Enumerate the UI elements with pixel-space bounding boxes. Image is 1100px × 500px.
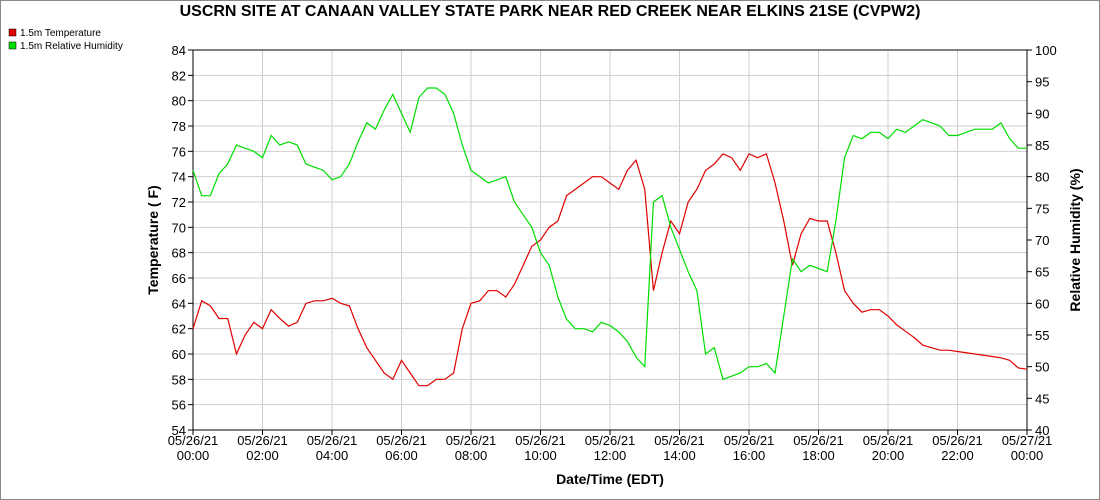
x-tick-label: 05/26/21 00:00	[168, 433, 219, 463]
chart-title: USCRN SITE AT CANAAN VALLEY STATE PARK N…	[180, 3, 921, 20]
x-tick-label-line: 05/26/21	[168, 433, 219, 448]
y2-tick-label: 70	[1035, 233, 1049, 248]
y-tick-label: 80	[172, 94, 186, 109]
x-tick-label: 05/26/21 22:00	[932, 433, 983, 463]
x-tick-label: 05/26/21 20:00	[863, 433, 914, 463]
y-tick-label: 54	[172, 423, 186, 438]
y-tick-label: 58	[172, 372, 186, 387]
x-tick-label-line: 05/26/21	[307, 433, 358, 448]
y-tick-label: 60	[172, 347, 186, 362]
x-tick-label-line: 00:00	[1011, 448, 1044, 463]
x-tick-label-line: 05/27/21	[1002, 433, 1053, 448]
x-tick-label-line: 00:00	[177, 448, 210, 463]
x-tick-label: 05/26/21 08:00	[446, 433, 497, 463]
y-tick-label: 62	[172, 322, 186, 337]
x-tick-label-line: 05/26/21	[932, 433, 983, 448]
x-tick-label-line: 05/26/21	[654, 433, 705, 448]
legend-label: 1.5m Temperature	[20, 28, 101, 39]
y-tick-label: 56	[172, 398, 186, 413]
y2-tick-label: 85	[1035, 138, 1049, 153]
x-tick-label: 05/26/21 06:00	[376, 433, 427, 463]
x-tick-label-line: 05/26/21	[863, 433, 914, 448]
x-tick-label: 05/26/21 16:00	[724, 433, 775, 463]
y-tick-label: 82	[172, 68, 186, 83]
y2-tick-label: 45	[1035, 391, 1049, 406]
y-tick-label: 78	[172, 119, 186, 134]
y2-tick-label: 95	[1035, 75, 1049, 90]
y2-tick-label: 40	[1035, 423, 1049, 438]
series-line	[192, 87, 1027, 381]
legend-label: 1.5m Relative Humidity	[20, 41, 123, 52]
x-tick-label-line: 16:00	[733, 448, 766, 463]
y-tick-label: 76	[172, 144, 186, 159]
x-tick-label: 05/26/21 12:00	[585, 433, 636, 463]
x-tick-label-line: 18:00	[802, 448, 835, 463]
x-tick-label-line: 02:00	[246, 448, 279, 463]
x-tick-label-line: 04:00	[316, 448, 349, 463]
x-tick-label-line: 05/26/21	[515, 433, 566, 448]
x-tick-label-line: 05/26/21	[237, 433, 288, 448]
x-tick-label: 05/26/21 02:00	[237, 433, 288, 463]
x-tick-label-line: 05/26/21	[446, 433, 497, 448]
y2-tick-label: 50	[1035, 360, 1049, 375]
x-tick-label: 05/26/21 04:00	[307, 433, 358, 463]
y-tick-label: 84	[172, 43, 186, 58]
x-tick-label: 05/26/21 18:00	[793, 433, 844, 463]
x-tick-label-line: 05/26/21	[724, 433, 775, 448]
x-tick-label-line: 20:00	[872, 448, 905, 463]
y-tick-label: 74	[172, 170, 186, 185]
y2-tick-label: 55	[1035, 328, 1049, 343]
legend-swatch	[8, 41, 17, 50]
y2-axis-title: Relative Humidity (%)	[1067, 168, 1083, 311]
x-tick-label-line: 14:00	[663, 448, 696, 463]
x-axis-title: Date/Time (EDT)	[556, 471, 664, 487]
x-tick-label-line: 05/26/21	[376, 433, 427, 448]
y2-tick-label: 65	[1035, 265, 1049, 280]
legend-swatch	[8, 28, 17, 37]
x-tick-label-line: 05/26/21	[793, 433, 844, 448]
plot-area	[192, 49, 1028, 431]
x-tick-label-line: 08:00	[455, 448, 488, 463]
x-tick-label-line: 06:00	[385, 448, 418, 463]
y-axis-title: Temperature ( F)	[145, 185, 161, 294]
y2-tick-label: 100	[1035, 43, 1057, 58]
x-tick-label: 05/27/21 00:00	[1002, 433, 1053, 463]
series-line	[192, 153, 1028, 387]
y-tick-label: 72	[172, 195, 186, 210]
y2-tick-label: 80	[1035, 170, 1049, 185]
y-tick-label: 70	[172, 220, 186, 235]
x-tick-label-line: 05/26/21	[585, 433, 636, 448]
y-tick-label: 68	[172, 246, 186, 261]
x-tick-label-line: 10:00	[524, 448, 557, 463]
y2-tick-label: 75	[1035, 201, 1049, 216]
y2-tick-label: 90	[1035, 106, 1049, 121]
x-tick-label: 05/26/21 10:00	[515, 433, 566, 463]
x-tick-label-line: 12:00	[594, 448, 627, 463]
x-tick-label-line: 22:00	[941, 448, 974, 463]
y-tick-label: 66	[172, 271, 186, 286]
y2-tick-label: 60	[1035, 296, 1049, 311]
x-tick-label: 05/26/21 14:00	[654, 433, 705, 463]
y-tick-label: 64	[172, 296, 186, 311]
